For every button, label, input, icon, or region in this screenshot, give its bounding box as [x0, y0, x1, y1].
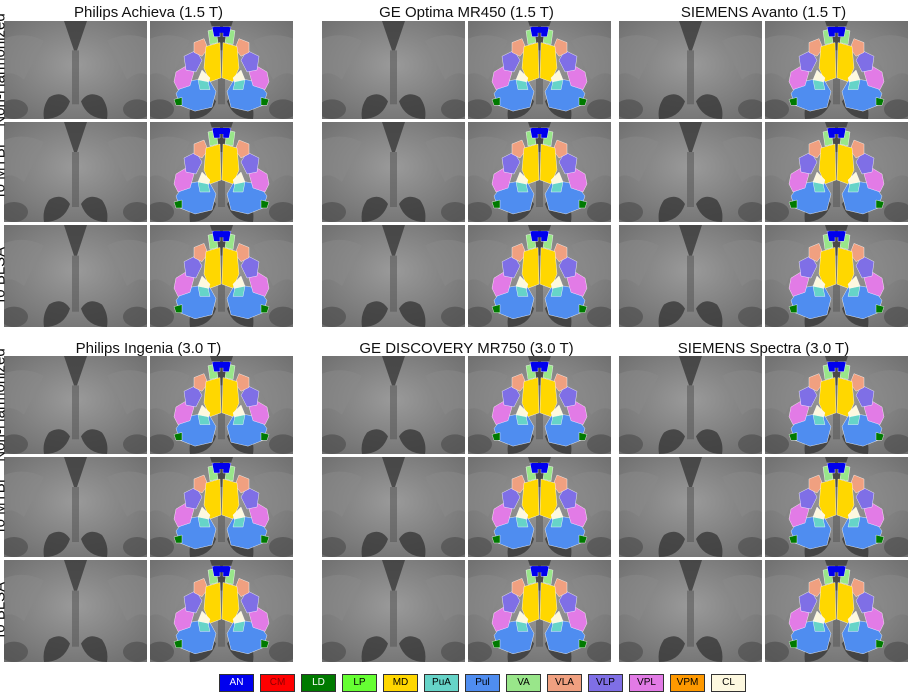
segmentation-overlay	[765, 356, 908, 454]
legend-item-vla: VLA	[547, 674, 582, 692]
legend-item-vlp: VLP	[588, 674, 623, 692]
mri-slice	[322, 21, 465, 119]
legend-item-lp: LP	[342, 674, 377, 692]
mri-slice	[619, 356, 762, 454]
mri-slice	[322, 560, 465, 662]
mri-slice	[322, 457, 465, 557]
row-label: Non-Harmonized	[0, 348, 9, 462]
segmentation-overlay	[150, 457, 293, 557]
legend-item-md: MD	[383, 674, 418, 692]
legend-item-va: VA	[506, 674, 541, 692]
mri-slice	[4, 122, 147, 222]
segmentation-overlay	[150, 21, 293, 119]
mri-slice	[322, 356, 465, 454]
mri-slice	[619, 225, 762, 327]
segmentation-overlay	[765, 560, 908, 662]
mri-slice	[4, 225, 147, 327]
segmentation-overlay	[150, 122, 293, 222]
segmentation-overlay	[765, 21, 908, 119]
row-label: To BLSA	[0, 246, 9, 306]
mri-slice	[619, 21, 762, 119]
row-label: Non-Harmonized	[0, 13, 9, 127]
scanner-title: SIEMENS Avanto (1.5 T)	[680, 4, 847, 21]
legend-item-cm: CM	[260, 674, 295, 692]
row-label: To MTBI	[0, 479, 9, 535]
mri-slice	[619, 457, 762, 557]
scanner-title: GE Optima MR450 (1.5 T)	[379, 4, 554, 21]
mri-slice	[619, 560, 762, 662]
mri-slice	[4, 560, 147, 662]
legend-item-vpm: VPM	[670, 674, 705, 692]
segmentation-overlay	[765, 457, 908, 557]
segmentation-overlay	[468, 560, 611, 662]
row-label: To BLSA	[0, 581, 9, 641]
legend-item-pul: Pul	[465, 674, 500, 692]
scanner-title: GE DISCOVERY MR750 (3.0 T)	[359, 340, 574, 357]
legend-item-ld: LD	[301, 674, 336, 692]
segmentation-overlay	[765, 225, 908, 327]
mri-slice	[4, 356, 147, 454]
segmentation-overlay	[468, 225, 611, 327]
segmentation-overlay	[468, 457, 611, 557]
legend-item-an: AN	[219, 674, 254, 692]
segmentation-overlay	[765, 122, 908, 222]
legend-item-pua: PuA	[424, 674, 459, 692]
segmentation-overlay	[468, 356, 611, 454]
mri-slice	[322, 122, 465, 222]
segmentation-overlay	[468, 21, 611, 119]
legend-item-cl: CL	[711, 674, 746, 692]
mri-slice	[4, 21, 147, 119]
segmentation-overlay	[150, 225, 293, 327]
segmentation-overlay	[150, 356, 293, 454]
mri-slice	[4, 457, 147, 557]
scanner-title: Philips Ingenia (3.0 T)	[75, 340, 222, 357]
scanner-title: SIEMENS Spectra (3.0 T)	[677, 340, 850, 357]
segmentation-overlay	[468, 122, 611, 222]
row-label: To MTBI	[0, 144, 9, 200]
mri-slice	[322, 225, 465, 327]
scanner-title: Philips Achieva (1.5 T)	[74, 4, 223, 21]
legend-item-vpl: VPL	[629, 674, 664, 692]
mri-slice	[619, 122, 762, 222]
segmentation-overlay	[150, 560, 293, 662]
nuclei-legend: AN CM LD LP MD PuA Pul VA VLA VLP VPL VPM CL	[219, 674, 746, 692]
